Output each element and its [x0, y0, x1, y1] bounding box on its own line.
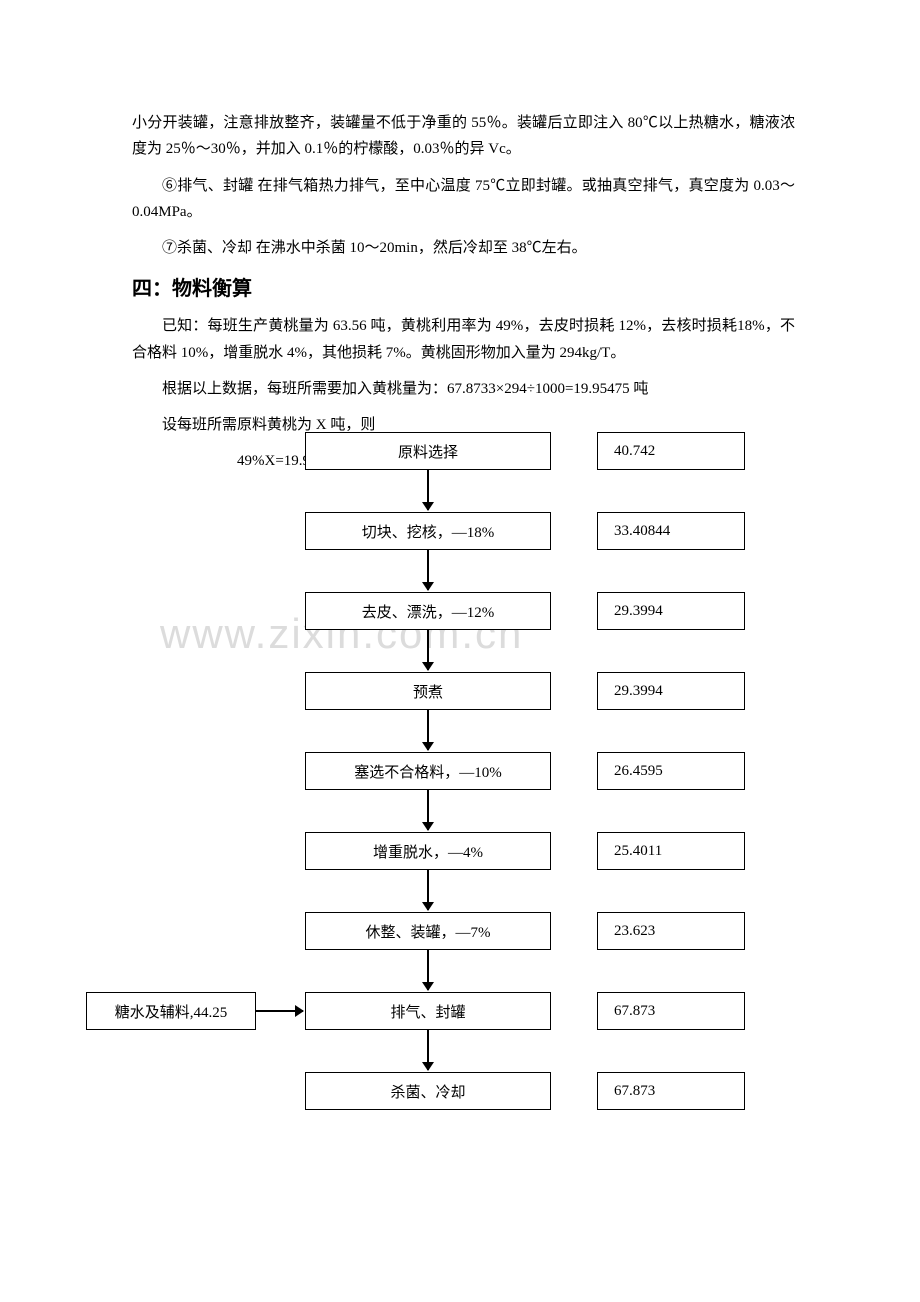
value-step: 23.623	[597, 912, 745, 950]
value-step: 33.40844	[597, 512, 745, 550]
paragraph-3: ⑦杀菌、冷却 在沸水中杀菌 10～20min，然后冷却至 38℃左右。	[132, 235, 795, 261]
paragraph-1: 小分开装罐，注意排放整齐，装罐量不低于净重的 55％。装罐后立即注入 80℃以上…	[132, 110, 795, 163]
value-step: 29.3994	[597, 672, 745, 710]
value-step: 40.742	[597, 432, 745, 470]
arrow-down	[427, 790, 429, 830]
process-step: 杀菌、冷却	[305, 1072, 551, 1110]
side-input: 糖水及辅料,44.25	[86, 992, 256, 1030]
paragraph-5: 根据以上数据，每班所需要加入黄桃量为：67.8733×294÷1000=19.9…	[132, 376, 795, 402]
arrow-right	[256, 1010, 303, 1012]
process-step: 排气、封罐	[305, 992, 551, 1030]
value-step: 26.4595	[597, 752, 745, 790]
arrow-down	[427, 870, 429, 910]
arrow-down	[427, 470, 429, 510]
process-step: 切块、挖核，—18%	[305, 512, 551, 550]
arrow-down	[427, 710, 429, 750]
value-step: 67.873	[597, 1072, 745, 1110]
arrow-down	[427, 550, 429, 590]
value-step: 29.3994	[597, 592, 745, 630]
process-step: 增重脱水，—4%	[305, 832, 551, 870]
section-heading: 四：物料衡算	[132, 271, 795, 307]
arrow-down	[427, 950, 429, 990]
value-step: 67.873	[597, 992, 745, 1030]
process-step: 预煮	[305, 672, 551, 710]
paragraph-2: ⑥排气、封罐 在排气箱热力排气，至中心温度 75℃立即封罐。或抽真空排气，真空度…	[132, 173, 795, 226]
process-step: 去皮、漂洗，—12%	[305, 592, 551, 630]
arrow-down	[427, 630, 429, 670]
process-step: 原料选择	[305, 432, 551, 470]
flowchart: 原料选择 40.742 切块、挖核，—18% 33.40844 去皮、漂洗，—12% 29…	[0, 432, 920, 1252]
arrow-down	[427, 1030, 429, 1070]
value-step: 25.4011	[597, 832, 745, 870]
process-step: 塞选不合格料，—10%	[305, 752, 551, 790]
process-step: 休整、装罐，—7%	[305, 912, 551, 950]
paragraph-4: 已知：每班生产黄桃量为 63.56 吨，黄桃利用率为 49%，去皮时损耗 12%…	[132, 313, 795, 366]
